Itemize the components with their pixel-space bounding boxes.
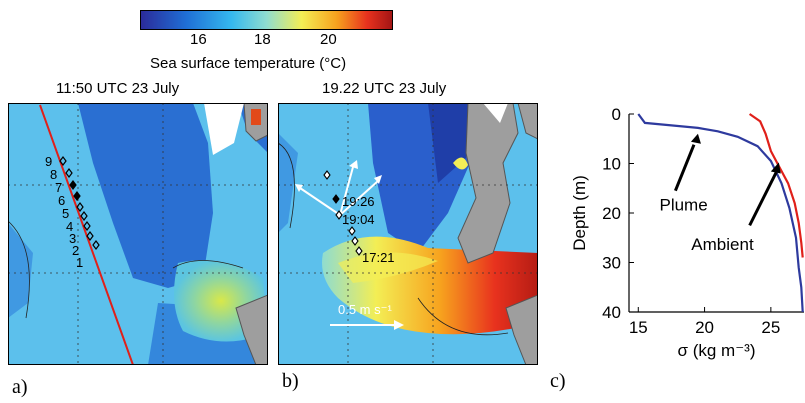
panel-a-map <box>8 103 268 365</box>
y-tick-label: 40 <box>602 303 621 322</box>
panel-c-letter: c) <box>550 370 566 392</box>
series-label-plume: Plume <box>659 196 707 215</box>
time-label-1721: 17:21 <box>362 250 395 265</box>
time-label-1904: 19:04 <box>342 212 375 227</box>
station-number-9: 9 <box>45 154 53 169</box>
y-tick-label: 30 <box>602 254 621 273</box>
y-tick-label: 10 <box>602 155 621 174</box>
station-number-6: 6 <box>58 193 66 208</box>
colorbar-tick-20: 20 <box>320 31 337 48</box>
series-label-ambient: Ambient <box>691 235 754 254</box>
y-tick-label: 0 <box>612 105 621 124</box>
panel-a-title: 11:50 UTC 23 July <box>56 80 180 97</box>
ambient-arrow <box>748 171 778 227</box>
ship-track-line <box>39 104 134 365</box>
station-number-5: 5 <box>62 206 70 221</box>
station-number-2: 2 <box>72 243 80 258</box>
panel-b-map <box>278 103 538 365</box>
x-tick-label: 15 <box>629 318 648 337</box>
ambient-arrowhead <box>770 162 781 174</box>
y-tick-label: 20 <box>602 204 621 223</box>
colorbar-tick-18: 18 <box>254 31 271 48</box>
velocity-scale-label: 0.5 m s⁻¹ <box>338 302 392 317</box>
panel-b-letter: b) <box>282 370 299 392</box>
y-axis-label: Depth (m) <box>570 175 589 251</box>
series-line-plume <box>637 113 804 313</box>
station-number-3: 3 <box>69 231 77 246</box>
plume-arrow <box>674 144 696 192</box>
station-number-8: 8 <box>50 167 58 182</box>
time-label-1926: 19:26 <box>342 194 375 209</box>
station-number-7: 7 <box>55 180 63 195</box>
x-tick-label: 20 <box>695 318 714 337</box>
panel-a-letter: a) <box>12 376 28 398</box>
panel-b-title: 19.22 UTC 23 July <box>322 80 447 97</box>
plume-arrowhead <box>690 133 701 144</box>
station-number-1: 1 <box>76 255 84 270</box>
density-profile-chart: 0 10 20 30 40 15 20 25 Depth (m) σ (kg m⁻³) Plume A… <box>570 105 804 360</box>
station-number-4: 4 <box>66 219 74 234</box>
x-tick-label: 25 <box>761 318 780 337</box>
colorbar <box>140 10 393 30</box>
colorbar-tick-16: 16 <box>190 31 207 48</box>
series-line-ambient <box>748 113 804 258</box>
x-axis-label: σ (kg m⁻³) <box>677 341 755 360</box>
colorbar-label: Sea surface temperature (°C) <box>150 55 347 72</box>
